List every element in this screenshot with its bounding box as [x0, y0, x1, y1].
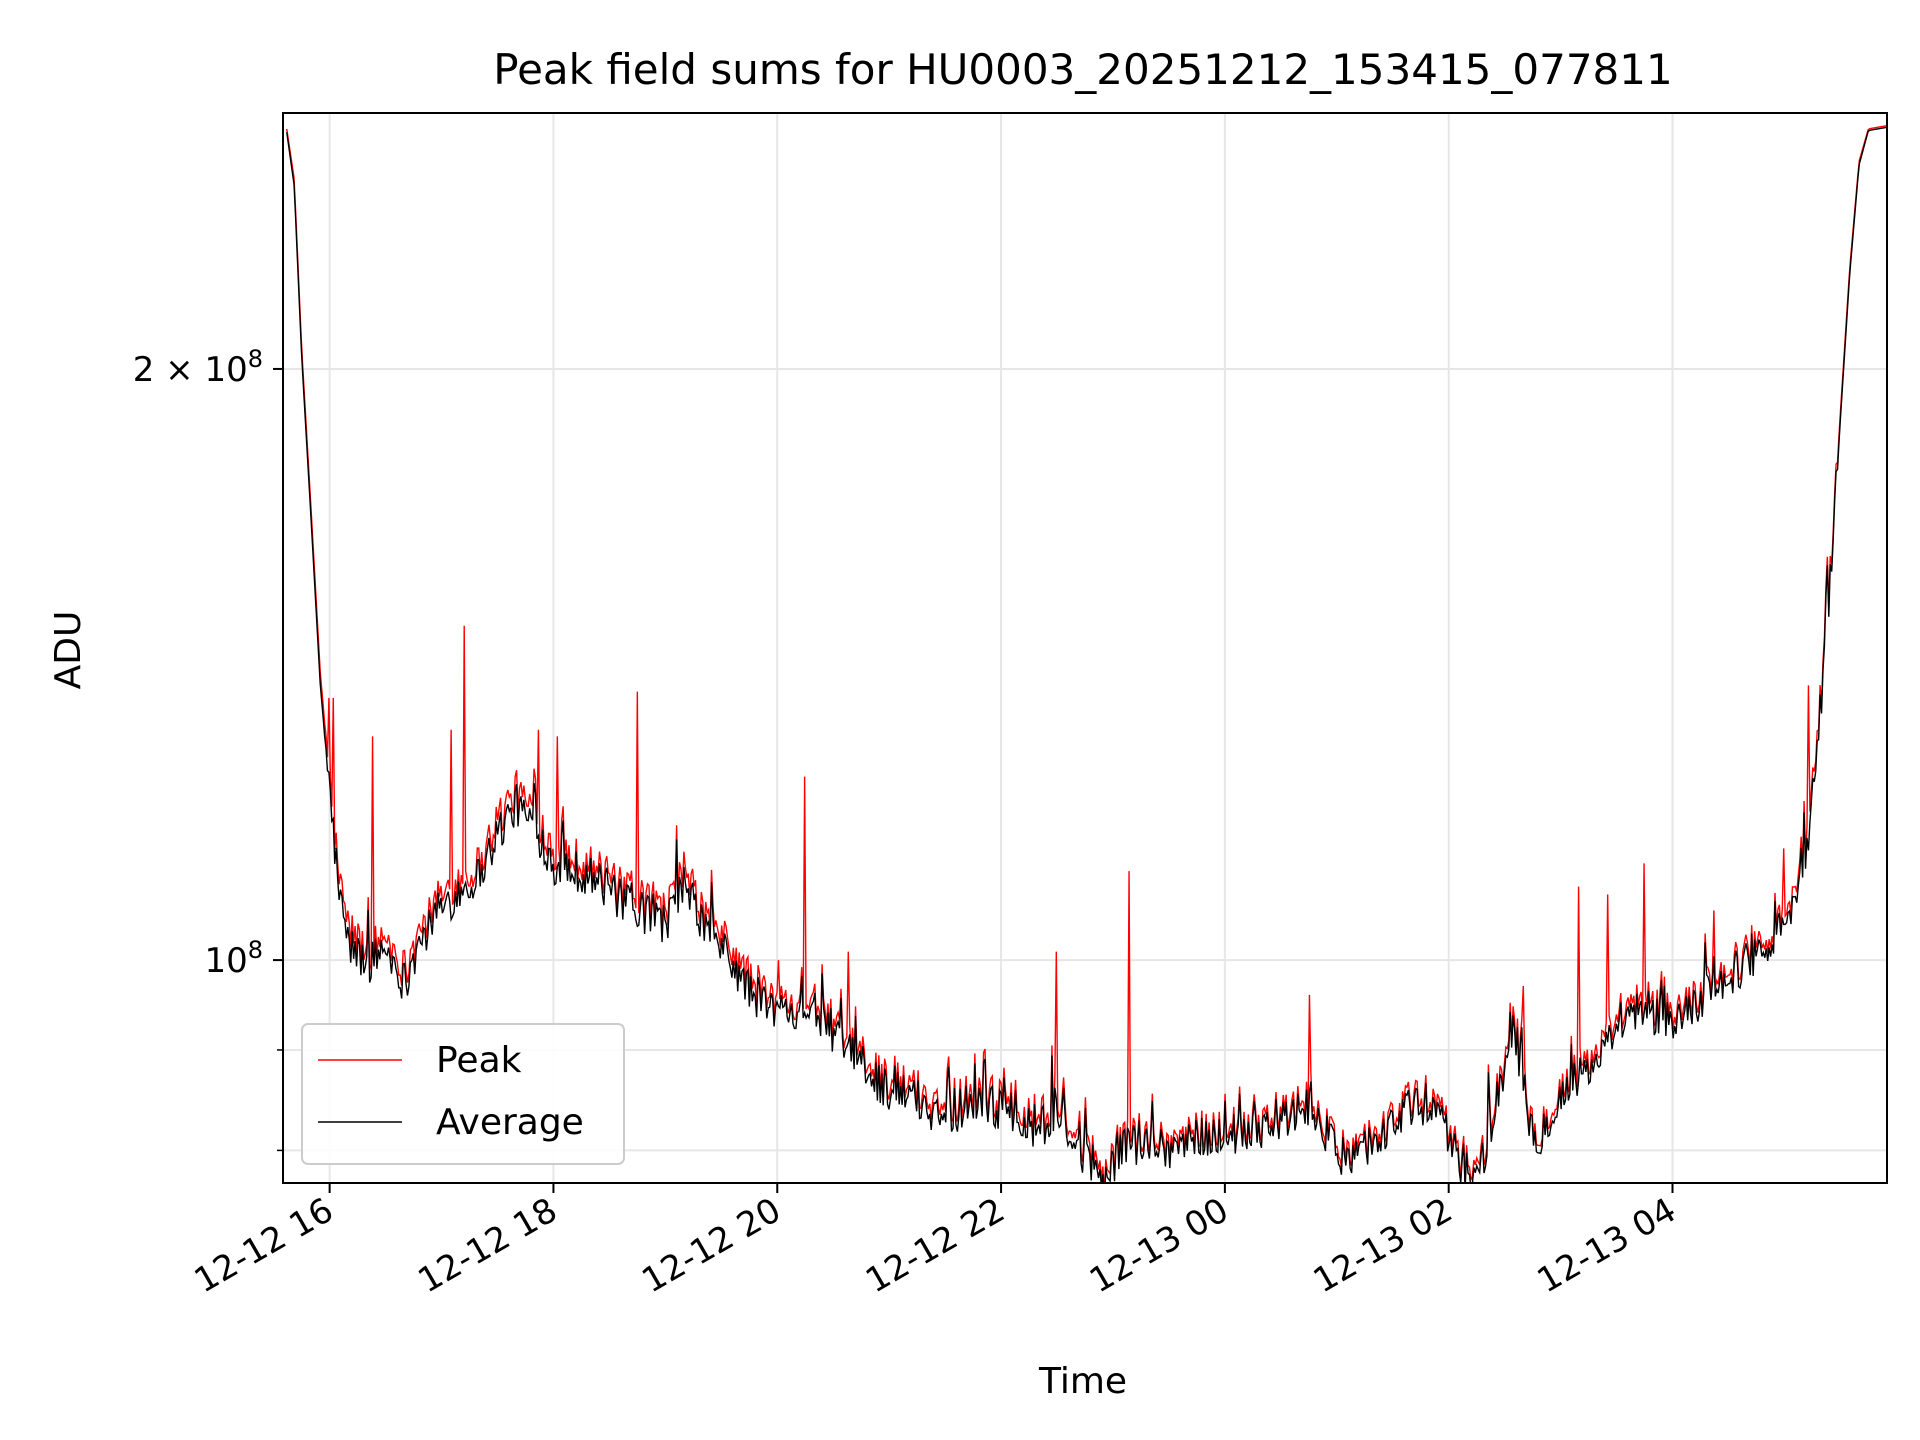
chart-title: Peak field sums for HU0003_20251212_1534… [493, 45, 1672, 94]
plot-frame [282, 112, 1888, 1184]
legend-label-average: Average [436, 1102, 584, 1143]
plot-clip-group [286, 125, 1887, 1183]
y-tick-label: 2 × 108 [133, 345, 263, 390]
series-line-average [286, 126, 1887, 1183]
grid [283, 113, 1887, 1183]
y-axis-label: ADU [48, 611, 89, 690]
legend-box [301, 1023, 625, 1165]
x-axis-label: Time [1038, 1361, 1127, 1402]
y-tick-label: 108 [204, 936, 263, 981]
legend[interactable]: Peak Average [301, 1023, 625, 1165]
legend-label-peak: Peak [436, 1040, 522, 1081]
y-axis: 2 × 108 108 [133, 345, 283, 1152]
series-lines [286, 125, 1887, 1183]
